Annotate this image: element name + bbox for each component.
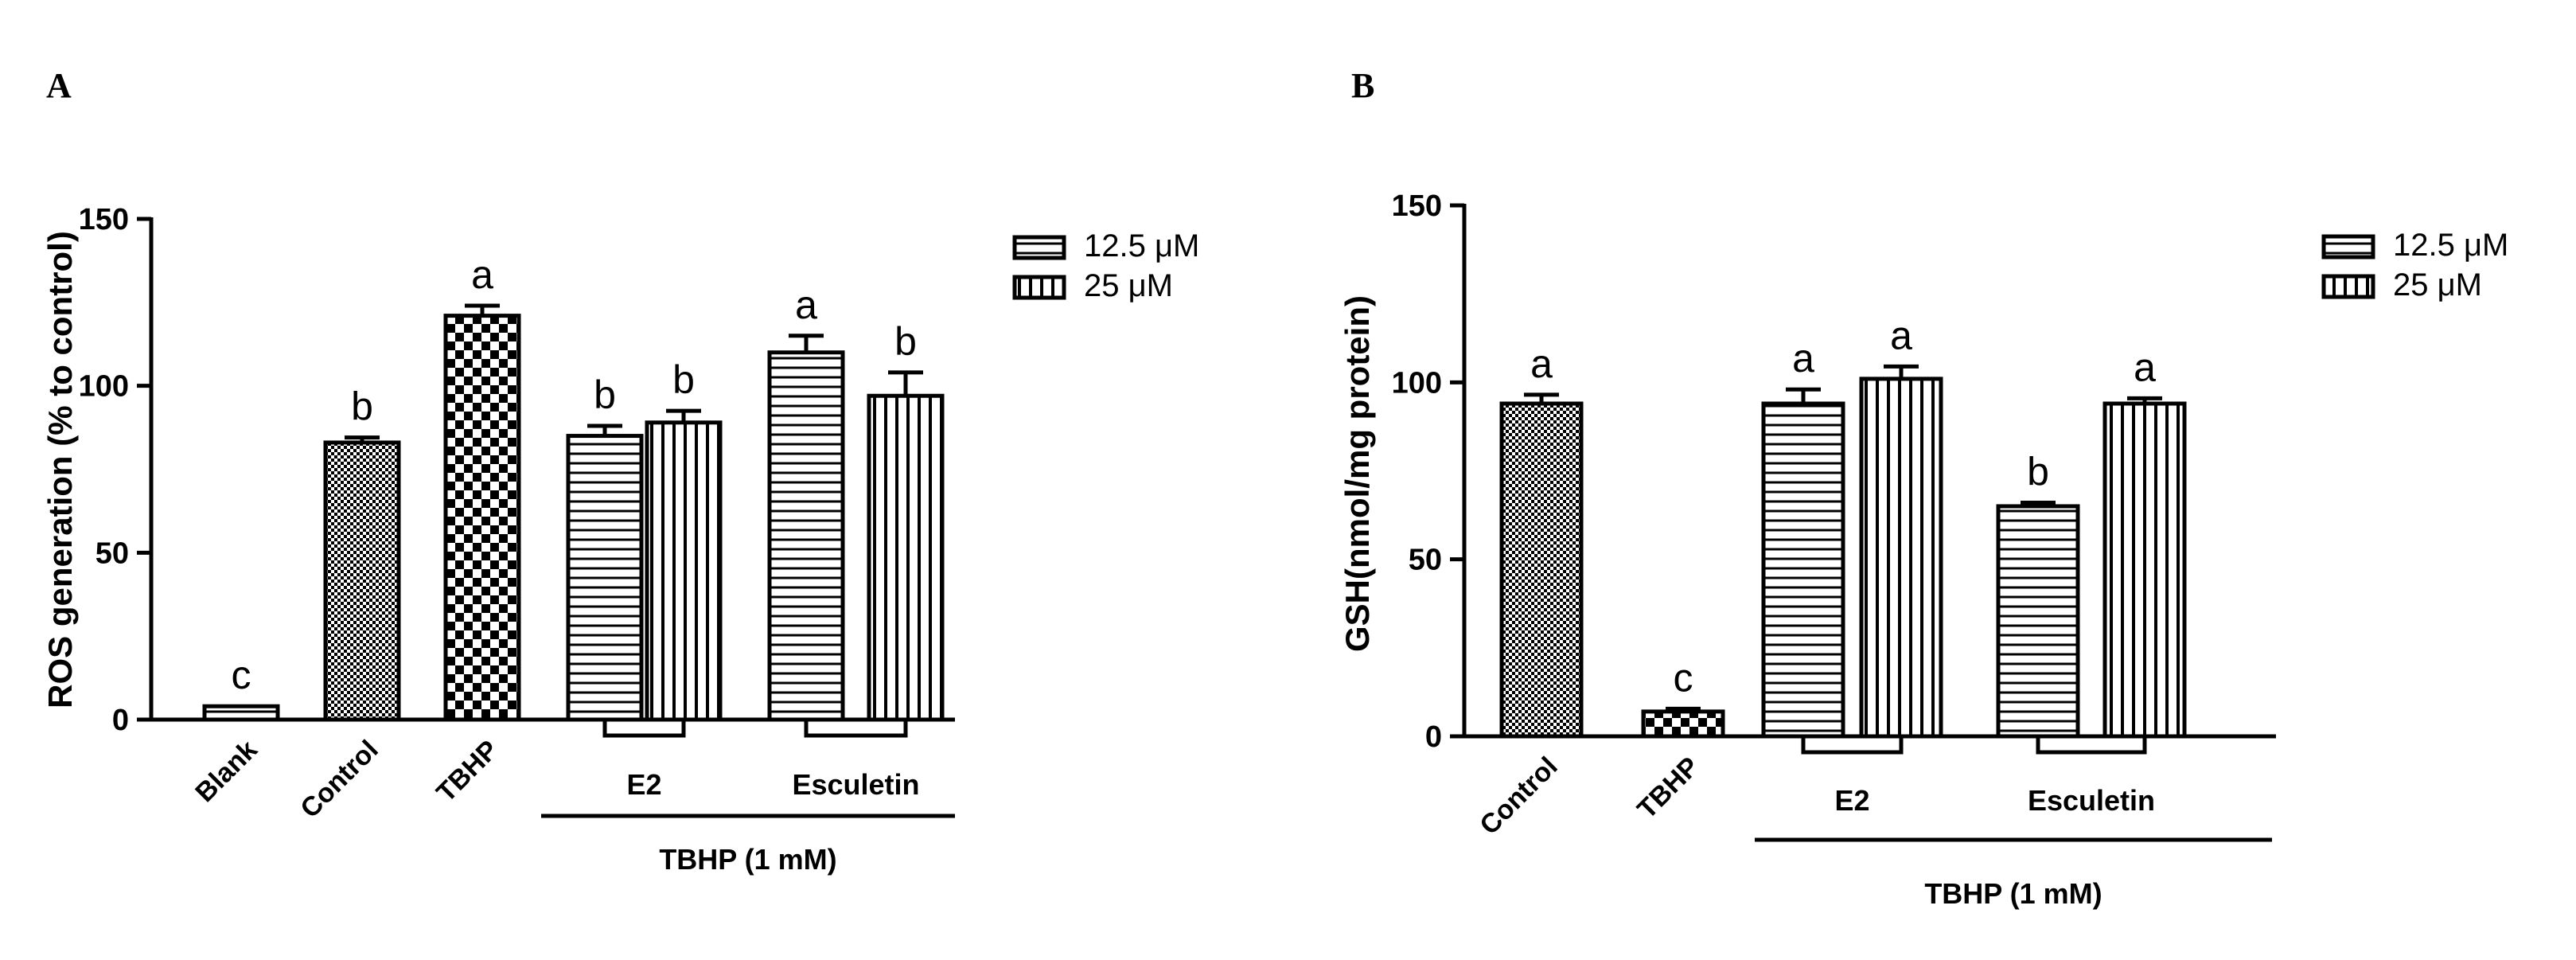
bar: [202, 704, 280, 722]
category-label: TBHP: [1631, 751, 1705, 825]
y-tick-label: 150: [79, 203, 129, 236]
y-tick-label: 100: [1392, 366, 1442, 400]
y-axis-label: ROS generation (% to control): [41, 231, 79, 708]
significance-letter: b: [894, 319, 917, 364]
group-label: Esculetin: [2028, 784, 2155, 817]
y-tick-label: 50: [1409, 544, 1442, 577]
bar: [1996, 504, 2080, 739]
significance-letter: b: [351, 384, 373, 429]
bar: [767, 350, 845, 722]
treatment-label: TBHP (1 mM): [659, 843, 836, 876]
bar: [867, 393, 945, 722]
significance-letter: a: [1890, 313, 1912, 357]
category-label: Control: [294, 735, 384, 824]
legend-label: 25 μM: [1084, 268, 1173, 303]
significance-letter: a: [2134, 345, 2156, 389]
category-label: Blank: [189, 735, 263, 808]
significance-letter: a: [1530, 341, 1553, 386]
legend-label: 12.5 μM: [2393, 228, 2508, 263]
significance-letter: c: [1674, 655, 1693, 700]
bar: [1761, 401, 1845, 739]
category-label: Control: [1474, 751, 1563, 841]
legend-swatch: [2321, 274, 2375, 299]
group-bracket: [2036, 738, 2147, 755]
y-tick-label: 0: [1425, 720, 1442, 754]
panel-label-b: B: [1351, 66, 1374, 105]
y-tick-label: 0: [112, 704, 129, 737]
bar: [1499, 401, 1584, 739]
significance-letter: b: [672, 357, 695, 402]
bar: [2102, 401, 2187, 739]
legend-label: 12.5 μM: [1084, 228, 1199, 263]
group-label: Esculetin: [792, 768, 919, 801]
y-tick-label: 100: [79, 370, 129, 404]
legend-label: 25 μM: [2393, 267, 2482, 302]
bar: [323, 440, 401, 722]
significance-letter: b: [2027, 450, 2049, 494]
significance-letter: a: [795, 283, 817, 327]
legend-swatch: [1012, 275, 1066, 300]
y-tick-label: 150: [1392, 189, 1442, 223]
group-bracket: [1801, 738, 1904, 755]
y-axis-label: GSH(nmol/mg protein): [1339, 295, 1376, 652]
treatment-label: TBHP (1 mM): [1924, 877, 2102, 910]
legend-swatch: [1012, 235, 1066, 260]
panel-label-a: A: [46, 66, 72, 105]
bar: [566, 434, 644, 722]
y-tick-label: 50: [95, 537, 129, 570]
group-bracket: [602, 721, 686, 738]
significance-letter: b: [594, 373, 616, 417]
group-bracket: [804, 721, 908, 738]
category-label: TBHP: [431, 735, 504, 808]
bar: [1859, 377, 1943, 739]
chart-gsh: 0 50 100 150 GSH(nmol/mg protein) a c a a b a Contr…: [1339, 189, 2508, 910]
legend-swatch: [2321, 234, 2375, 260]
group-label: E2: [1834, 784, 1869, 817]
group-label: E2: [626, 768, 661, 801]
significance-letter: a: [1792, 336, 1814, 380]
significance-letter: c: [232, 653, 251, 697]
bar: [1641, 709, 1725, 739]
bar: [443, 314, 521, 722]
significance-letter: a: [471, 252, 493, 297]
bar: [645, 420, 723, 722]
